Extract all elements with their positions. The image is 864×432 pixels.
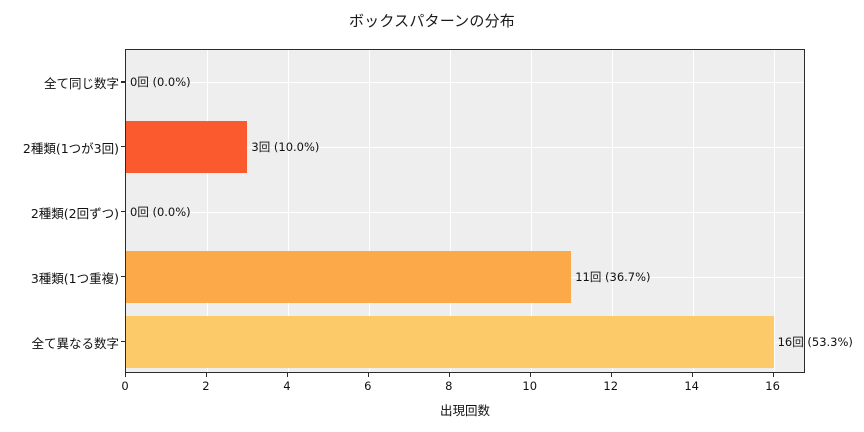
x-axis-tick-mark [125,373,127,377]
bar [126,315,774,368]
plot-area [125,49,805,373]
x-axis-tick-label: 8 [445,379,453,393]
bar-value-label: 16回 (53.3%) [777,334,853,349]
y-axis-tick-mark [121,211,125,213]
bar [126,250,572,303]
x-axis-tick-mark [529,373,531,377]
y-axis-tick-mark [121,275,125,277]
x-axis-tick-label: 0 [121,379,129,393]
x-axis-tick-mark [205,373,208,377]
bar-value-label: 3回 (10.0%) [251,140,320,155]
gridline-vertical [368,50,370,372]
y-axis-tick-label: 全て同じ数字 [43,76,119,92]
y-axis-tick-mark [121,340,125,342]
x-axis-tick-label: 2 [202,379,210,393]
x-axis-tick-label: 10 [522,379,538,393]
x-axis-tick-label: 6 [364,379,372,393]
bar-value-label: 11回 (36.7%) [575,269,651,284]
x-axis-tick-label: 4 [283,379,291,393]
y-axis-tick-mark [121,81,125,83]
x-axis-tick-mark [448,373,450,377]
x-axis-tick-mark [772,373,774,377]
gridline-horizontal [126,82,804,84]
gridline-vertical [611,50,613,372]
x-axis-tick-label: 14 [684,379,699,393]
gridline-horizontal [126,147,804,149]
x-axis-tick-mark [286,373,289,377]
x-axis-label-text: 出現回数 [439,403,490,418]
gridline-vertical [692,50,694,372]
gridline-horizontal [126,212,804,213]
x-axis-label: 出現回数 [0,400,864,419]
x-axis-tick-label: 16 [765,379,780,393]
gridline-vertical [287,50,289,372]
gridline-vertical [449,50,451,372]
chart-title: ボックスパターンの分布 [348,12,515,30]
x-axis-tick-label: 12 [603,379,619,393]
y-axis-tick-label: 3種類(1つ重複) [30,270,119,286]
gridline-vertical [206,50,208,372]
gridline-vertical [773,50,775,372]
x-axis-tick-mark [367,373,370,377]
y-axis-tick-label: 2種類(2回ずつ) [30,206,119,221]
y-axis-tick-label: 全て異なる数字 [31,335,119,351]
gridline-vertical [530,50,532,372]
y-axis-tick-mark [121,146,125,148]
bar [126,121,248,174]
x-axis-tick-mark [691,373,693,377]
x-axis-tick-mark [610,373,612,377]
y-axis-tick-label: 2種類(1つが3回) [22,141,119,157]
bar-value-label: 0回 (0.0%) [130,205,191,219]
bar-value-label: 0回 (0.0%) [130,75,191,90]
